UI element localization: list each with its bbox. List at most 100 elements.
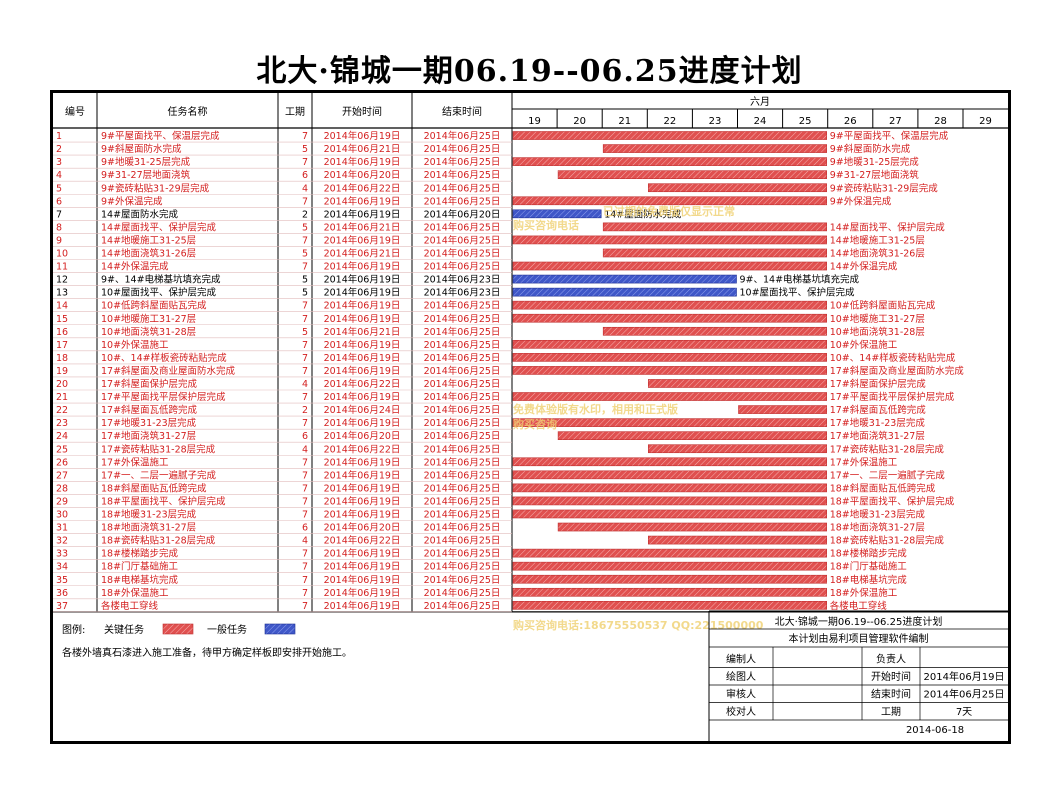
task-name: 10#外保温施工: [101, 339, 169, 351]
task-name: 18#外保温施工: [101, 587, 169, 599]
task-start: 2014年06月19日: [324, 208, 401, 220]
legend-critical-label: 关键任务: [104, 623, 144, 636]
task-start: 2014年06月19日: [324, 417, 401, 429]
task-start: 2014年06月21日: [324, 143, 401, 155]
bar-label: 9#外保温完成: [830, 195, 892, 207]
task-end: 2014年06月25日: [424, 443, 501, 455]
task-duration: 5: [302, 249, 308, 260]
task-id: 11: [56, 262, 68, 273]
task-name: 14#地暖施工31-25层: [101, 234, 196, 246]
task-end: 2014年06月25日: [424, 600, 501, 612]
task-start: 2014年06月19日: [324, 574, 401, 586]
gantt-bar: [512, 235, 828, 245]
task-duration: 7: [302, 131, 308, 142]
task-name: 9#斜屋面防水完成: [101, 143, 182, 155]
bar-label: 10#低跨斜屋面贴瓦完成: [830, 300, 936, 312]
task-duration: 4: [302, 444, 308, 455]
gantt-bar: [602, 222, 828, 232]
task-end: 2014年06月25日: [424, 143, 501, 155]
task-id: 19: [56, 366, 68, 377]
task-end: 2014年06月25日: [424, 574, 501, 586]
gantt-bar: [512, 209, 602, 219]
task-start: 2014年06月19日: [324, 548, 401, 560]
gantt-bar: [512, 287, 737, 297]
task-duration: 7: [302, 601, 308, 612]
bar-label: 10#地面浇筑31-28层: [830, 326, 925, 338]
info-label: 开始时间: [871, 670, 911, 683]
task-id: 35: [56, 575, 68, 586]
task-start: 2014年06月19日: [324, 600, 401, 612]
task-end: 2014年06月25日: [424, 522, 501, 534]
task-start: 2014年06月21日: [324, 221, 401, 233]
task-id: 36: [56, 588, 68, 599]
task-start: 2014年06月19日: [324, 300, 401, 312]
task-end: 2014年06月25日: [424, 195, 501, 207]
task-id: 34: [56, 562, 68, 573]
task-end: 2014年06月25日: [424, 313, 501, 325]
bar-label: 9#、14#电梯基坑填充完成: [740, 274, 860, 286]
gantt-bar: [557, 170, 827, 179]
task-name: 17#平屋面找平层保护层完成: [101, 391, 226, 403]
bar-label: 18#楼梯踏步完成: [830, 548, 908, 560]
task-end: 2014年06月25日: [424, 430, 501, 442]
task-duration: 6: [302, 170, 308, 181]
gantt-bar: [512, 418, 828, 427]
task-id: 37: [56, 601, 68, 612]
task-duration: 7: [302, 235, 308, 246]
task-name: 17#外保温施工: [101, 456, 169, 468]
task-id: 3: [56, 157, 62, 168]
header-month: 六月: [750, 96, 770, 108]
info-subtitle: 本计划由易利项目管理软件编制: [789, 632, 929, 645]
task-end: 2014年06月25日: [424, 561, 501, 573]
task-name: 9#、14#电梯基坑填充完成: [101, 274, 221, 286]
task-start: 2014年06月22日: [324, 535, 401, 547]
bar-label: 17#斜屋面保护层完成: [830, 378, 927, 390]
task-name: 17#地暖31-23层完成: [101, 417, 197, 429]
task-end: 2014年06月25日: [424, 300, 501, 312]
gantt-bar: [512, 131, 828, 140]
task-duration: 5: [302, 144, 308, 155]
task-id: 14: [56, 301, 68, 312]
task-start: 2014年06月22日: [324, 378, 401, 390]
bar-label: 9#瓷砖粘贴31-29层完成: [830, 182, 939, 194]
task-duration: 6: [302, 523, 308, 534]
task-end: 2014年06月25日: [424, 391, 501, 403]
task-end: 2014年06月23日: [424, 287, 501, 299]
bar-label: 10#地暖施工31-27层: [830, 313, 925, 325]
task-id: 22: [56, 405, 68, 416]
info-label: 审核人: [726, 688, 756, 701]
task-start: 2014年06月19日: [324, 195, 401, 207]
bar-label: 9#平屋面找平、保温层完成: [830, 130, 949, 142]
bar-label: 18#外保温施工: [830, 587, 898, 599]
task-name: 18#地暖31-23层完成: [101, 509, 197, 521]
task-start: 2014年06月19日: [324, 313, 401, 325]
bar-label: 18#地面浇筑31-27层: [830, 522, 925, 534]
gantt-bar: [647, 444, 827, 454]
task-name: 18#平屋面找平、保护层完成: [101, 495, 226, 507]
task-name: 10#地面浇筑31-28层: [101, 326, 196, 338]
bar-label: 17#平屋面找平层保护层完成: [830, 391, 955, 403]
task-end: 2014年06月25日: [424, 221, 501, 233]
task-name: 18#瓷砖粘贴31-28层完成: [101, 535, 216, 547]
task-id: 32: [56, 536, 68, 547]
task-name: 各楼电工穿线: [101, 600, 159, 612]
task-name: 17#斜屋面瓦低跨完成: [101, 404, 198, 416]
gantt-bar: [512, 313, 828, 323]
bar-label: 9#地暖31-25层完成: [830, 156, 920, 168]
task-start: 2014年06月19日: [324, 587, 401, 599]
chart-title: 北大·锦城一期06.19--06.25进度计划: [256, 54, 803, 89]
task-start: 2014年06月19日: [324, 130, 401, 142]
bar-label: 18#瓷砖粘贴31-28层完成: [830, 535, 945, 547]
gantt-bar: [512, 196, 828, 206]
task-end: 2014年06月25日: [424, 352, 501, 364]
day-label: 27: [889, 116, 902, 127]
bar-label: 14#外保温完成: [830, 261, 898, 273]
bar-label: 17#斜屋面瓦低跨完成: [830, 404, 927, 416]
task-duration: 7: [302, 470, 308, 481]
task-start: 2014年06月20日: [324, 430, 401, 442]
task-name: 18#楼梯踏步完成: [101, 548, 179, 560]
task-duration: 5: [302, 288, 308, 299]
day-label: 20: [573, 116, 586, 127]
header-id: 编号: [65, 105, 85, 118]
task-name: 18#地面浇筑31-27层: [101, 522, 196, 534]
